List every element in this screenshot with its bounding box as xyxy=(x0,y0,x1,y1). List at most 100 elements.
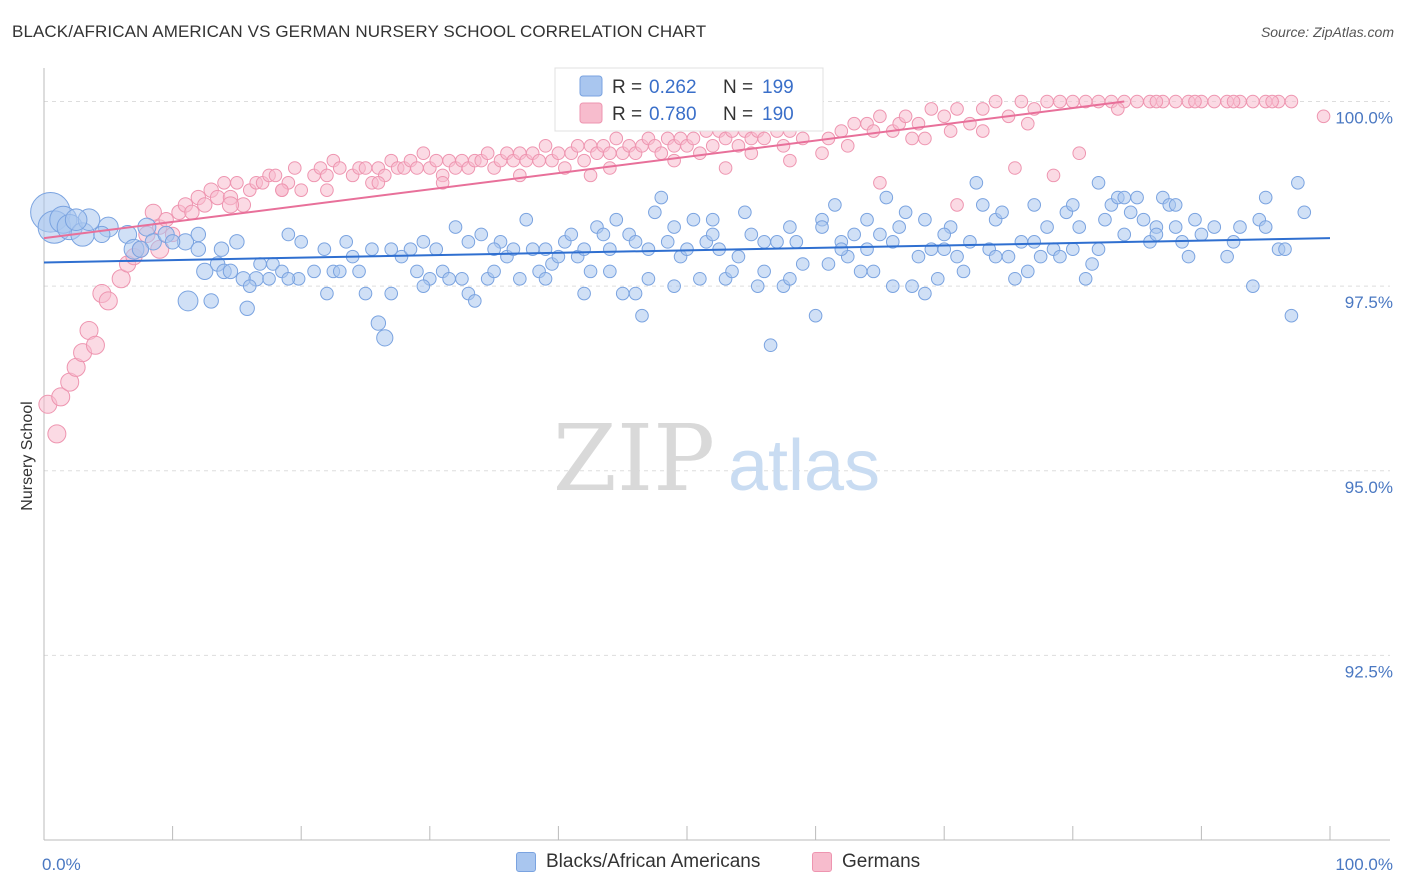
data-point-germans xyxy=(532,153,546,168)
legend-item-blacks: Blacks/African Americans xyxy=(516,851,760,873)
series-blacks-african-americans xyxy=(30,175,1312,353)
data-point-blacks xyxy=(635,308,649,323)
trendline-blacks xyxy=(43,237,1331,264)
data-point-blacks xyxy=(1149,227,1164,242)
data-point-blacks xyxy=(1053,249,1067,264)
x-tick-label: 100.0% xyxy=(1335,855,1393,874)
data-point-blacks xyxy=(1258,220,1273,234)
data-point-blacks xyxy=(577,286,591,301)
data-point-germans xyxy=(686,131,701,146)
bottom-legend: Blacks/African Americans Germans xyxy=(0,851,1406,879)
data-point-germans xyxy=(230,175,244,190)
data-point-blacks xyxy=(229,234,245,250)
data-point-blacks xyxy=(1181,249,1196,264)
data-point-blacks xyxy=(474,227,489,242)
data-point-germans xyxy=(937,109,952,124)
data-point-blacks xyxy=(860,212,874,227)
data-point-blacks xyxy=(294,235,309,249)
data-point-blacks xyxy=(93,225,111,244)
legend-r-value-2: 0.780 xyxy=(649,104,697,125)
data-point-blacks xyxy=(603,242,617,257)
data-point-blacks xyxy=(281,227,296,242)
watermark-zip: ZIP xyxy=(553,405,715,512)
data-point-germans xyxy=(1053,94,1067,109)
data-point-blacks xyxy=(821,257,836,271)
data-point-blacks xyxy=(262,271,276,286)
data-point-blacks xyxy=(1226,235,1241,249)
data-point-blacks xyxy=(506,242,521,257)
data-point-germans xyxy=(320,168,334,183)
data-point-blacks xyxy=(757,235,771,249)
trendlines xyxy=(43,100,1331,264)
data-point-germans xyxy=(950,198,964,212)
data-point-germans xyxy=(1014,94,1029,109)
data-point-blacks xyxy=(196,262,214,280)
data-point-germans xyxy=(866,124,881,138)
data-point-blacks xyxy=(1072,220,1087,234)
data-point-blacks xyxy=(898,205,913,220)
legend-r-label-1: R = xyxy=(612,77,642,98)
data-point-blacks xyxy=(448,220,463,234)
data-point-germans xyxy=(1246,94,1260,109)
data-point-blacks xyxy=(1130,190,1144,205)
data-point-blacks xyxy=(686,212,701,227)
data-point-blacks xyxy=(468,294,482,308)
data-point-blacks xyxy=(866,264,881,279)
data-point-germans xyxy=(371,175,386,190)
legend-swatch-germans xyxy=(812,852,832,872)
data-point-germans xyxy=(551,146,566,161)
data-point-blacks xyxy=(177,290,199,312)
data-point-blacks xyxy=(963,235,977,249)
data-point-germans xyxy=(783,153,797,168)
data-point-blacks xyxy=(242,279,257,293)
data-point-blacks xyxy=(1085,257,1099,271)
data-point-germans xyxy=(158,211,174,228)
data-point-blacks xyxy=(352,264,366,279)
x-tick-label: 0.0% xyxy=(42,855,81,874)
data-point-blacks xyxy=(583,264,598,279)
watermark-atlas: atlas xyxy=(728,426,880,506)
data-point-blacks xyxy=(808,308,823,323)
data-point-germans xyxy=(1316,109,1331,124)
data-point-germans xyxy=(410,161,424,175)
data-point-blacks xyxy=(1297,205,1312,220)
data-point-blacks xyxy=(1014,235,1029,249)
data-point-germans xyxy=(603,146,617,161)
data-point-blacks xyxy=(641,242,656,257)
legend-item-germans: Germans xyxy=(812,851,920,873)
y-tick-label: 100.0% xyxy=(1335,109,1393,128)
watermark: ZIP atlas xyxy=(553,405,880,512)
data-point-germans xyxy=(538,139,553,153)
data-point-germans xyxy=(332,161,347,175)
data-point-blacks xyxy=(918,286,932,301)
data-point-blacks xyxy=(1258,190,1273,205)
data-point-blacks xyxy=(1008,271,1022,286)
legend-n-label-2: N = xyxy=(723,104,753,125)
data-point-germans xyxy=(358,161,373,175)
data-point-germans xyxy=(1111,102,1125,116)
data-point-blacks xyxy=(190,241,207,257)
data-point-blacks xyxy=(1098,212,1112,227)
data-point-blacks xyxy=(969,175,984,190)
data-point-blacks xyxy=(164,234,181,250)
data-point-blacks xyxy=(513,271,527,286)
data-point-blacks xyxy=(577,242,591,257)
data-point-germans xyxy=(570,139,585,153)
y-axis-label: Nursery School xyxy=(19,401,36,510)
data-point-blacks xyxy=(1027,235,1042,249)
axes xyxy=(43,68,1390,841)
data-point-blacks xyxy=(487,242,501,257)
data-point-germans xyxy=(693,146,707,161)
legend-n-value-2: 190 xyxy=(762,104,794,125)
data-point-germans xyxy=(1130,94,1144,109)
data-point-blacks xyxy=(365,242,379,257)
data-point-blacks xyxy=(370,315,387,331)
data-point-blacks xyxy=(1136,212,1151,227)
data-point-germans xyxy=(898,109,913,124)
data-point-blacks xyxy=(519,212,534,227)
data-point-germans xyxy=(583,168,598,183)
data-point-germans xyxy=(950,102,964,116)
y-tick-label: 97.5% xyxy=(1345,293,1393,312)
data-point-blacks xyxy=(203,293,219,309)
data-point-germans xyxy=(275,183,289,197)
